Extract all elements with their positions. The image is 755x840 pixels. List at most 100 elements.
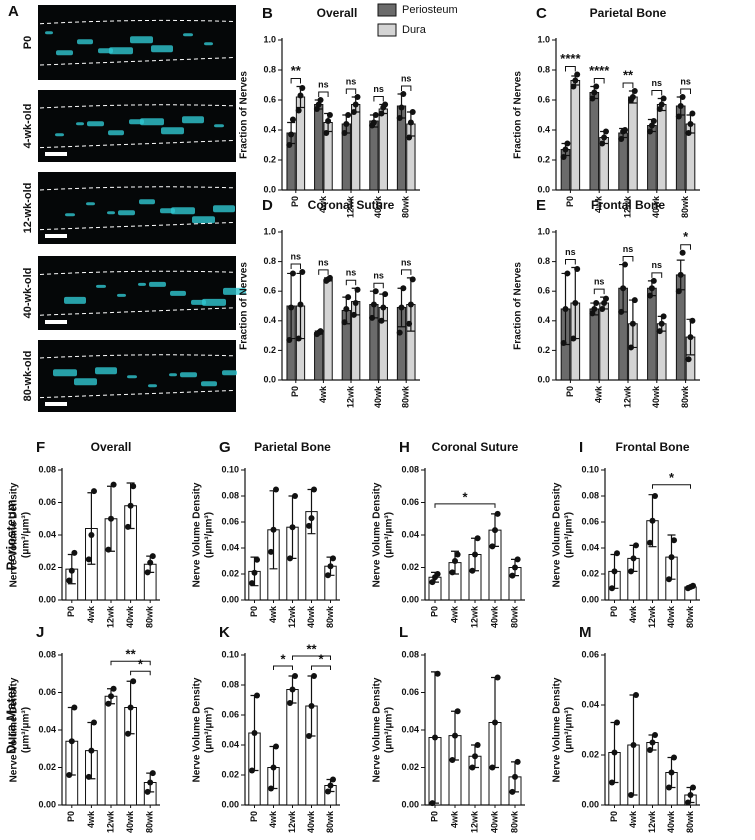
chart-title: Coronal Suture (308, 198, 395, 212)
x-tick-label: 40wk (489, 810, 499, 833)
data-point (469, 764, 476, 771)
panel-letter: D (262, 197, 273, 214)
data-point (574, 266, 581, 272)
x-tick-label: 40wk (666, 810, 676, 833)
x-tick-label: 40wk (306, 810, 316, 833)
significance-bracket (373, 282, 384, 289)
strip-label: 80-wk-old (22, 351, 34, 402)
x-tick-label: 4wk (628, 810, 638, 828)
x-tick-label: 4wk (449, 810, 459, 828)
bar (286, 689, 299, 806)
data-point (105, 546, 112, 553)
panel-letter: F (36, 439, 45, 456)
nerve-signal (108, 130, 124, 136)
significance-label: ns (652, 260, 663, 270)
strip-label: P0 (22, 36, 34, 49)
y-axis-label: Nerve Volume Density (192, 482, 203, 587)
data-point (494, 510, 501, 517)
data-point (434, 670, 441, 677)
data-point (649, 739, 656, 746)
data-point (270, 764, 277, 771)
y-tick-label: 1.0 (537, 226, 550, 236)
data-point (646, 747, 653, 753)
y-tick-label: 0.04 (581, 699, 599, 709)
x-tick-label: 40wk (666, 605, 676, 628)
significance-bracket (565, 259, 576, 265)
data-point (602, 295, 609, 302)
data-point (631, 297, 638, 304)
data-point (633, 692, 640, 698)
data-point (591, 89, 598, 96)
data-point (125, 730, 132, 737)
data-point (449, 757, 456, 763)
data-point (409, 276, 416, 283)
y-tick-label: 0.04 (38, 529, 56, 539)
y-tick-label: 0.08 (38, 464, 56, 474)
y-tick-label: 0.04 (581, 542, 599, 552)
x-tick-label: 40wk (651, 195, 661, 218)
nerve-signal (149, 281, 166, 287)
data-point (372, 288, 379, 295)
data-point (299, 268, 306, 275)
significance-bracket (311, 665, 331, 670)
data-point (656, 328, 663, 335)
significance-label: ns (594, 276, 605, 286)
significance-bracket (318, 269, 329, 275)
x-tick-label: P0 (429, 811, 439, 822)
data-point (574, 71, 581, 78)
y-axis-label: Nerve Volume Density (552, 677, 563, 782)
nerve-signal (87, 121, 104, 127)
nerve-signal (138, 282, 146, 286)
panel-letter: A (8, 3, 19, 20)
data-point (660, 95, 667, 102)
data-point (251, 730, 258, 736)
data-point (649, 517, 656, 524)
x-tick-label: 80wk (685, 605, 695, 628)
data-point (323, 130, 330, 136)
x-tick-label: 4wk (268, 810, 278, 828)
y-tick-label: 0.04 (221, 542, 239, 552)
data-point (251, 569, 258, 576)
y-axis-label: (μm³/μm³) (564, 707, 575, 753)
data-point (514, 758, 521, 765)
row-label: Periosteum (3, 500, 18, 571)
data-point (144, 788, 151, 795)
y-tick-label: 0.06 (221, 516, 239, 526)
data-point (326, 112, 333, 118)
data-point (292, 493, 299, 499)
significance-bracket (434, 503, 496, 508)
data-point (406, 320, 413, 327)
data-point (560, 154, 567, 160)
data-point (350, 311, 357, 318)
x-tick-label: 4wk (449, 605, 459, 623)
data-point (289, 270, 296, 277)
y-tick-label: 1.0 (263, 226, 276, 236)
panel-letter: J (36, 624, 44, 641)
data-point (305, 522, 312, 529)
data-point (633, 542, 640, 549)
nerve-signal (222, 370, 237, 376)
data-point (297, 301, 304, 308)
data-point (602, 128, 609, 135)
y-tick-label: 0.2 (263, 154, 276, 164)
data-point (572, 300, 579, 307)
micrograph (38, 172, 236, 244)
y-tick-label: 0.06 (401, 497, 419, 507)
y-tick-label: 0.4 (537, 315, 550, 325)
bar (369, 120, 379, 191)
nerve-signal (130, 36, 153, 44)
x-tick-label: 40wk (125, 810, 135, 833)
y-tick-label: 0.00 (581, 594, 599, 604)
x-tick-label: 40wk (651, 385, 661, 408)
x-tick-label: 40wk (373, 385, 383, 408)
nerve-signal (192, 216, 215, 224)
data-point (71, 704, 78, 711)
data-point (599, 305, 606, 312)
x-tick-label: 12wk (469, 810, 479, 833)
data-point (398, 104, 405, 111)
strip-label: 4-wk-old (22, 104, 34, 149)
boundary (39, 19, 235, 25)
y-tick-label: 0.04 (38, 724, 56, 734)
y-axis-label: (μm³/μm³) (21, 512, 32, 558)
x-tick-label: P0 (609, 606, 619, 617)
